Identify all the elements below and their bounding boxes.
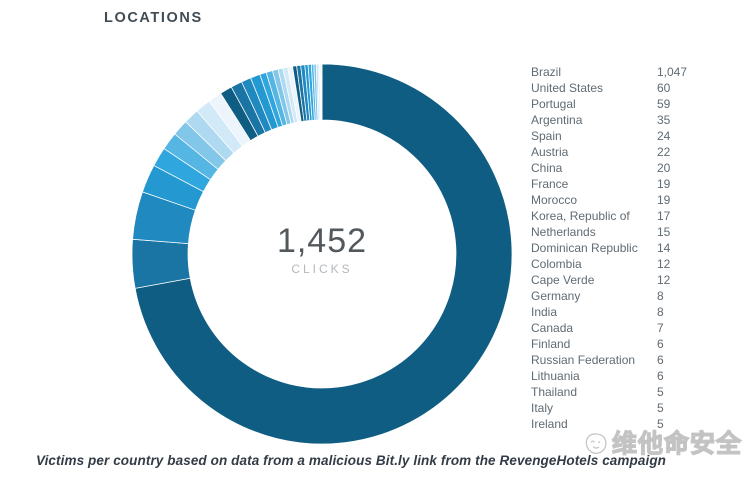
page-title: LOCATIONS [104, 10, 203, 26]
legend-country-label: Spain [531, 129, 562, 143]
legend-row-spain: Spain 24 [531, 128, 731, 144]
legend-country-value: 5 [657, 385, 664, 399]
legend-country-label: United States [531, 81, 604, 95]
legend-country-value: 22 [657, 145, 671, 159]
legend-row-finland: Finland 6 [531, 336, 731, 352]
legend-country-value: 8 [657, 289, 664, 303]
figure-caption: Victims per country based on data from a… [35, 453, 667, 468]
legend-country-value: 12 [657, 257, 671, 271]
legend-country-label: France [531, 177, 569, 191]
legend-country-value: 5 [657, 417, 664, 431]
legend-country-value: 15 [657, 225, 671, 239]
legend-country-value: 12 [657, 273, 671, 287]
watermark-text: 维他命安全 [611, 429, 742, 458]
legend-row-colombia: Colombia 12 [531, 256, 731, 272]
watermark: 维他命安全 [583, 429, 742, 459]
legend-country-label: Portugal [531, 97, 576, 111]
legend-row-portugal: Portugal 59 [531, 96, 731, 112]
legend-country-label: Lithuania [531, 369, 580, 383]
legend-country-value: 20 [657, 161, 671, 175]
legend-country-label: Austria [531, 145, 569, 159]
legend-country-value: 35 [657, 113, 671, 127]
legend-country-value: 6 [657, 353, 664, 367]
legend-country-label: Netherlands [531, 225, 596, 239]
legend-country-label: Dominican Republic [531, 241, 638, 255]
legend-row-cape-verde: Cape Verde 12 [531, 272, 731, 288]
country-legend: Brazil 1,047 United States 60 Portugal 59 Arge… [531, 64, 731, 432]
legend-country-label: Argentina [531, 113, 583, 127]
legend-country-value: 60 [657, 81, 671, 95]
legend-row-china: China 20 [531, 160, 731, 176]
legend-row-argentina: Argentina 35 [531, 112, 731, 128]
legend-country-value: 14 [657, 241, 671, 255]
donut-svg [131, 63, 513, 445]
legend-country-value: 5 [657, 401, 664, 415]
legend-row-korea-republic-of: Korea, Republic of 17 [531, 208, 731, 224]
legend-country-label: Canada [531, 321, 574, 335]
legend-country-value: 24 [657, 129, 671, 143]
legend-country-label: Finland [531, 337, 571, 351]
legend-row-united-states: United States 60 [531, 80, 731, 96]
legend-row-lithuania: Lithuania 6 [531, 368, 731, 384]
legend-row-ireland: Ireland 5 [531, 416, 731, 432]
legend-country-value: 19 [657, 193, 671, 207]
legend-row-russian-federation: Russian Federation 6 [531, 352, 731, 368]
legend-row-austria: Austria 22 [531, 144, 731, 160]
legend-row-brazil: Brazil 1,047 [531, 64, 731, 80]
legend-row-france: France 19 [531, 176, 731, 192]
smiley-doodle-icon [585, 433, 607, 454]
donut-slice-brazil [134, 63, 513, 445]
legend-country-value: 6 [657, 337, 664, 351]
legend-country-label: Brazil [531, 65, 562, 79]
legend-country-value: 6 [657, 369, 664, 383]
legend-country-label: Italy [531, 401, 554, 415]
legend-country-label: Cape Verde [531, 273, 595, 287]
legend-country-value: 1,047 [657, 65, 688, 79]
legend-country-label: Thailand [531, 385, 578, 399]
legend-country-label: Korea, Republic of [531, 209, 630, 223]
legend-country-label: Morocco [531, 193, 578, 207]
legend-row-italy: Italy 5 [531, 400, 731, 416]
legend-country-value: 7 [657, 321, 664, 335]
legend-country-value: 17 [657, 209, 671, 223]
legend-country-value: 59 [657, 97, 671, 111]
donut-slice-other [320, 63, 323, 121]
legend-row-germany: Germany 8 [531, 288, 731, 304]
legend-row-india: India 8 [531, 304, 731, 320]
legend-row-dominican-republic: Dominican Republic 14 [531, 240, 731, 256]
legend-row-canada: Canada 7 [531, 320, 731, 336]
legend-row-morocco: Morocco 19 [531, 192, 731, 208]
legend-country-label: India [531, 305, 558, 319]
legend-country-label: China [531, 161, 563, 175]
legend-country-label: Colombia [531, 257, 582, 271]
legend-row-netherlands: Netherlands 15 [531, 224, 731, 240]
legend-country-label: Ireland [531, 417, 568, 431]
legend-row-thailand: Thailand 5 [531, 384, 731, 400]
legend-country-value: 8 [657, 305, 664, 319]
legend-country-label: Russian Federation [531, 353, 636, 367]
legend-country-value: 19 [657, 177, 671, 191]
legend-country-label: Germany [531, 289, 581, 303]
donut-chart: 1,452 CLICKS [131, 63, 513, 445]
